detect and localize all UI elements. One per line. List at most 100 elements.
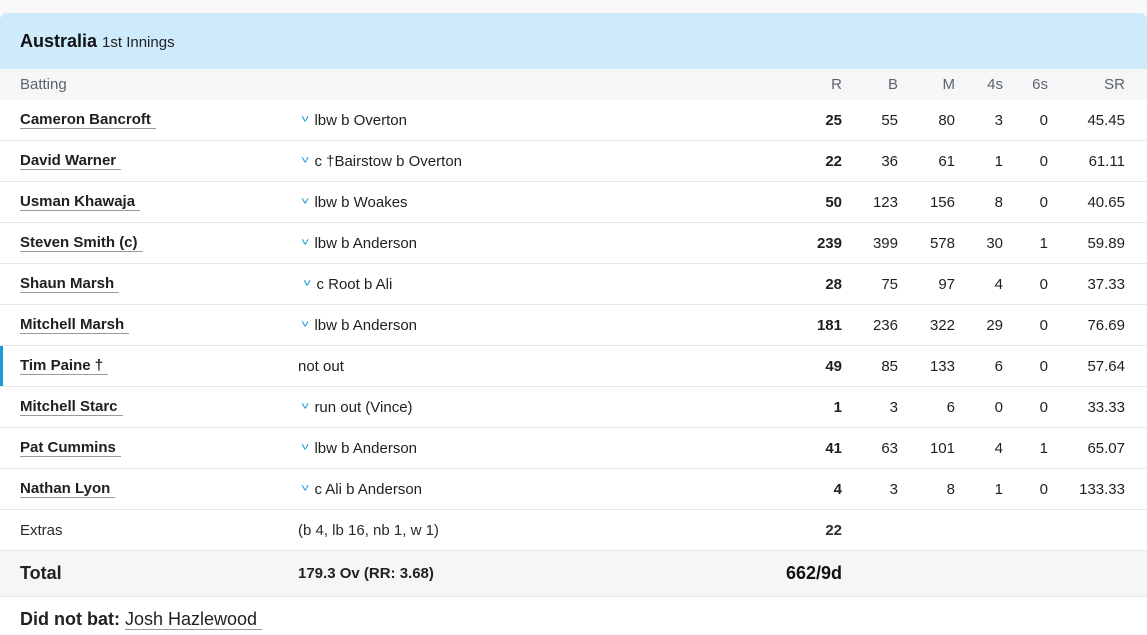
extras-row: Extras (b 4, lb 16, nb 1, w 1) 22 <box>0 510 1147 551</box>
strike-rate-cell: 45.45 <box>1087 111 1125 129</box>
balls-cell: 85 <box>881 357 898 375</box>
sixes-cell: 0 <box>1039 193 1048 211</box>
batter-row: Nathan Lyon ˅ c Ali b Anderson 4 3 8 1 0 133.33 <box>0 469 1147 510</box>
sixes-cell: 0 <box>1039 152 1048 170</box>
batter-row: Steven Smith (c) ˅ lbw b Anderson 239 399 57… <box>0 223 1147 264</box>
balls-cell: 399 <box>872 234 898 252</box>
dismissal-cell[interactable]: ˅ c †Bairstow b Overton <box>298 141 462 181</box>
batter-name-cell: Cameron Bancroft <box>20 100 156 140</box>
batter-list: Cameron Bancroft ˅ lbw b Overton 25 55 80 3 0 4… <box>0 100 1147 510</box>
batter-name-link[interactable]: Steven Smith (c) <box>20 234 143 252</box>
fours-cell: 4 <box>994 439 1003 457</box>
chevron-down-icon[interactable]: ˅ <box>301 319 310 331</box>
extras-total: 22 <box>825 521 842 539</box>
fours-cell: 0 <box>994 398 1003 416</box>
batter-row: Tim Paine † not out 49 85 133 6 0 57.64 <box>0 346 1147 387</box>
sixes-cell: 0 <box>1039 316 1048 334</box>
runs-cell: 50 <box>825 193 842 211</box>
dismissal-cell[interactable]: ˅ c Ali b Anderson <box>298 469 422 509</box>
strike-rate-cell: 61.11 <box>1088 152 1125 170</box>
batter-name-link[interactable]: David Warner <box>20 152 122 170</box>
minutes-cell: 61 <box>938 152 955 170</box>
fours-cell: 1 <box>994 152 1003 170</box>
runs-cell: 1 <box>833 398 842 416</box>
runs-cell: 4 <box>833 480 842 498</box>
sixes-cell: 0 <box>1039 275 1048 293</box>
balls-cell: 63 <box>881 439 898 457</box>
did-not-bat-row: Did not bat: Josh Hazlewood <box>0 597 1147 635</box>
chevron-down-icon[interactable]: ˅ <box>301 483 310 495</box>
batter-name-link[interactable]: Nathan Lyon <box>20 480 116 498</box>
balls-cell: 55 <box>881 111 898 129</box>
batter-row: Cameron Bancroft ˅ lbw b Overton 25 55 80 3 0 4… <box>0 100 1147 141</box>
batter-name-cell: David Warner <box>20 141 122 181</box>
dismissal-cell[interactable]: ˅ lbw b Anderson <box>298 428 417 468</box>
dismissal-cell[interactable]: ˅ run out (Vince) <box>298 387 413 427</box>
strike-rate-cell: 37.33 <box>1087 275 1125 293</box>
sixes-cell: 0 <box>1039 357 1048 375</box>
chevron-down-icon[interactable]: ˅ <box>301 401 310 413</box>
minutes-cell: 133 <box>929 357 955 375</box>
batter-name-link[interactable]: Tim Paine † <box>20 357 109 375</box>
fours-cell: 1 <box>994 480 1003 498</box>
dismissal-text: not out <box>298 357 344 375</box>
chevron-down-icon[interactable]: ˅ <box>303 278 312 290</box>
minutes-cell: 8 <box>946 480 955 498</box>
sixes-cell: 1 <box>1039 439 1048 457</box>
sixes-cell: 0 <box>1039 480 1048 498</box>
innings-label: 1st Innings <box>102 33 175 51</box>
chevron-down-icon[interactable]: ˅ <box>301 442 310 454</box>
sixes-cell: 0 <box>1039 111 1048 129</box>
batter-name-cell: Usman Khawaja <box>20 182 141 222</box>
total-label: Total <box>20 563 62 583</box>
strike-rate-cell: 76.69 <box>1087 316 1125 334</box>
col-minutes: M <box>942 76 956 93</box>
dismissal-cell[interactable]: ˅ c Root b Ali <box>298 264 392 304</box>
strike-rate-cell: 40.65 <box>1087 193 1125 211</box>
runs-cell: 25 <box>825 111 842 129</box>
dismissal-text: c Root b Ali <box>316 275 393 293</box>
fours-cell: 3 <box>994 111 1003 129</box>
runs-cell: 28 <box>825 275 842 293</box>
minutes-cell: 578 <box>929 234 955 252</box>
col-strike-rate: SR <box>1104 76 1125 93</box>
batter-name-link[interactable]: Pat Cummins <box>20 439 121 457</box>
sixes-cell: 0 <box>1039 398 1048 416</box>
dismissal-cell[interactable]: ˅ lbw b Woakes <box>298 182 408 222</box>
sixes-cell: 1 <box>1039 234 1048 252</box>
chevron-down-icon[interactable]: ˅ <box>301 114 310 126</box>
balls-cell: 123 <box>872 193 898 211</box>
innings-header[interactable]: Australia 1st Innings <box>0 13 1147 69</box>
chevron-down-icon[interactable]: ˅ <box>301 237 310 249</box>
total-overs: 179.3 Ov (RR: 3.68) <box>298 565 434 582</box>
col-sixes: 6s <box>1032 76 1048 93</box>
dismissal-cell[interactable]: ˅ lbw b Anderson <box>298 223 417 263</box>
not-out-indicator <box>0 346 3 386</box>
chevron-down-icon[interactable]: ˅ <box>301 155 310 167</box>
batter-name-link[interactable]: Cameron Bancroft <box>20 111 156 129</box>
balls-cell: 3 <box>889 398 898 416</box>
batter-name-link[interactable]: Mitchell Starc <box>20 398 123 416</box>
fours-cell: 30 <box>986 234 1003 252</box>
minutes-cell: 80 <box>938 111 955 129</box>
chevron-down-icon[interactable]: ˅ <box>301 196 310 208</box>
minutes-cell: 156 <box>929 193 955 211</box>
runs-cell: 181 <box>816 316 842 334</box>
dismissal-cell[interactable]: ˅ lbw b Anderson <box>298 305 417 345</box>
strike-rate-cell: 133.33 <box>1079 480 1125 498</box>
batter-name-link[interactable]: Usman Khawaja <box>20 193 141 211</box>
batter-name-link[interactable]: Mitchell Marsh <box>20 316 130 334</box>
batter-row: Usman Khawaja ˅ lbw b Woakes 50 123 156 8 0 40.… <box>0 182 1147 223</box>
strike-rate-cell: 59.89 <box>1087 234 1125 252</box>
dismissal-text: run out (Vince) <box>314 398 413 416</box>
minutes-cell: 101 <box>929 439 955 457</box>
batter-name-link[interactable]: Shaun Marsh <box>20 275 120 293</box>
did-not-bat-player-link[interactable]: Josh Hazlewood <box>124 609 263 630</box>
extras-detail: (b 4, lb 16, nb 1, w 1) <box>298 521 439 539</box>
dismissal-cell[interactable]: ˅ lbw b Overton <box>298 100 407 140</box>
strike-rate-cell: 65.07 <box>1087 439 1125 457</box>
fours-cell: 8 <box>994 193 1003 211</box>
minutes-cell: 322 <box>929 316 955 334</box>
batter-row: Shaun Marsh ˅ c Root b Ali 28 75 97 4 0 37.33 <box>0 264 1147 305</box>
total-score: 662/9d <box>785 563 842 583</box>
